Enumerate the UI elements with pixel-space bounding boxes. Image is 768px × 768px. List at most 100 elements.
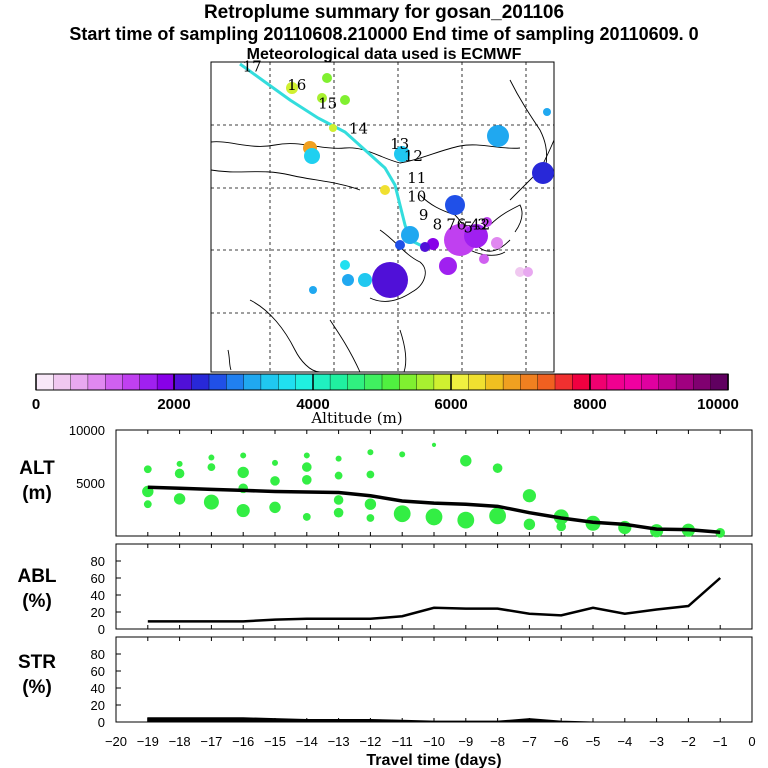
alt-ytick-5000: 5000 <box>76 476 105 491</box>
colorbar-cell <box>122 373 141 391</box>
colorbar-cell <box>260 373 279 391</box>
map-plume-marker <box>482 217 492 227</box>
alt-cluster-marker <box>333 507 344 518</box>
alt-ytick-10000: 10000 <box>69 423 105 438</box>
colorbar-cell <box>658 373 677 391</box>
abl-frame <box>115 543 753 630</box>
colorbar-cell <box>156 373 176 391</box>
trajectory-day-label: 4 <box>470 215 480 233</box>
alt-cluster-marker <box>522 489 537 503</box>
colorbar-cell <box>329 373 349 391</box>
map-plume-marker <box>420 242 430 252</box>
abl-ytick-label: 60 <box>91 571 105 586</box>
colorbar-cell <box>554 373 573 391</box>
alt-ylabel: ALT <box>19 458 55 479</box>
map-plume-marker <box>286 82 298 94</box>
map-plume-marker <box>543 108 551 116</box>
str-ytick-label: 20 <box>91 698 105 713</box>
chart-title: Retroplume summary for gosan_201106 <box>203 2 565 23</box>
map-plume-marker <box>515 267 525 277</box>
alt-cluster-marker <box>302 475 312 485</box>
alt-cluster-marker <box>334 471 343 480</box>
map-plume-marker <box>394 146 410 162</box>
map-plume-marker <box>395 240 405 250</box>
alt-panel: ALT (m) 10000 5000 <box>19 423 753 538</box>
alt-cluster-marker <box>302 513 311 521</box>
map-plume-marker <box>329 124 337 132</box>
colorbar-cell <box>710 373 729 391</box>
abl-ytick-label: 40 <box>91 588 105 603</box>
alt-cluster-marker <box>393 505 411 523</box>
colorbar-cell <box>295 373 314 391</box>
abl-ylabel-unit: (%) <box>22 591 52 612</box>
trajectory-day-label: 14 <box>349 119 368 137</box>
colorbar-cell <box>589 373 608 391</box>
colorbar-cell <box>537 373 556 391</box>
x-tick-label: 0 <box>748 734 755 749</box>
str-area <box>147 717 721 723</box>
trajectory-day-label: 9 <box>419 206 429 224</box>
x-tick-label: −2 <box>681 734 696 749</box>
abl-ytick-label: 0 <box>98 622 105 637</box>
colorbar-cell <box>87 373 106 391</box>
map-plume-marker <box>304 148 320 164</box>
colorbar-cell <box>381 373 400 391</box>
map-plume-marker <box>523 267 533 277</box>
alt-cluster-marker <box>272 459 278 466</box>
trajectory-day-label: 7 <box>446 215 456 233</box>
alt-cluster-marker <box>269 501 281 514</box>
colorbar-cell <box>416 373 435 391</box>
altitude-colorbar: 0 2000 4000 6000 8000 10000 Altitude (m) <box>32 373 739 427</box>
meteorological-data-line: Meteorological data used is ECMWF <box>246 46 522 63</box>
alt-cluster-marker <box>460 455 472 467</box>
str-frame <box>115 636 753 723</box>
x-tick-label: −18 <box>169 734 191 749</box>
str-panel: STR (%) 0 20 40 60 80 <box>18 636 753 730</box>
colorbar-cell <box>606 373 625 391</box>
x-tick-label: −6 <box>554 734 569 749</box>
x-tick-label: −7 <box>522 734 537 749</box>
abl-ytick-label: 20 <box>91 605 105 620</box>
str-ytick-label: 0 <box>98 715 105 730</box>
trajectory-day-label: 16 <box>287 76 306 94</box>
colorbar-cell <box>191 373 210 391</box>
colorbar-cell <box>53 373 72 391</box>
alt-cluster-marker <box>489 507 506 525</box>
alt-cluster-marker <box>366 514 375 522</box>
colorbar-tick-4000: 4000 <box>296 396 329 413</box>
str-ytick-label: 60 <box>91 664 105 679</box>
colorbar-tick-10000: 10000 <box>697 396 739 413</box>
colorbar-cell <box>399 373 418 391</box>
colorbar-cell <box>243 373 262 391</box>
trajectory-day-label: 17 <box>243 57 262 75</box>
map-plume-marker <box>401 226 419 244</box>
trajectory-day-label: 3 <box>477 215 487 233</box>
colorbar-cell <box>104 373 124 391</box>
abl-ytick-label: 80 <box>91 554 105 569</box>
x-tick-label: −10 <box>423 734 445 749</box>
x-tick-label: −13 <box>328 734 350 749</box>
colorbar-cell <box>485 373 504 391</box>
sampling-period-line: Start time of sampling 20110608.210000 E… <box>69 24 699 44</box>
colorbar-cell <box>364 373 383 391</box>
x-tick-label: −5 <box>586 734 601 749</box>
colorbar-tick-6000: 6000 <box>434 396 467 413</box>
x-axis-tick-labels: −20 −19 −18 −17 −16 −15 −14 −13 −12 −11 −10 −9 −8 −7−… <box>105 734 756 749</box>
map-gridlines <box>211 62 554 372</box>
map-plume-marker <box>532 162 554 184</box>
x-tick-label: −20 <box>105 734 127 749</box>
x-tick-label: −14 <box>296 734 318 749</box>
x-tick-label: −4 <box>617 734 632 749</box>
map-plume-marker <box>487 125 509 147</box>
colorbar-cell <box>139 373 158 391</box>
map-plume-marker <box>380 185 390 195</box>
alt-cluster-marker <box>457 511 475 529</box>
colorbar-cell <box>226 373 245 391</box>
trajectory-day-label: 6 <box>457 215 467 233</box>
colorbar-cell <box>451 373 470 391</box>
map-plume-marker <box>322 73 332 83</box>
x-tick-label: −12 <box>359 734 381 749</box>
x-tick-label: −16 <box>232 734 254 749</box>
colorbar-cell <box>520 373 539 391</box>
alt-cluster-marker <box>302 462 312 472</box>
